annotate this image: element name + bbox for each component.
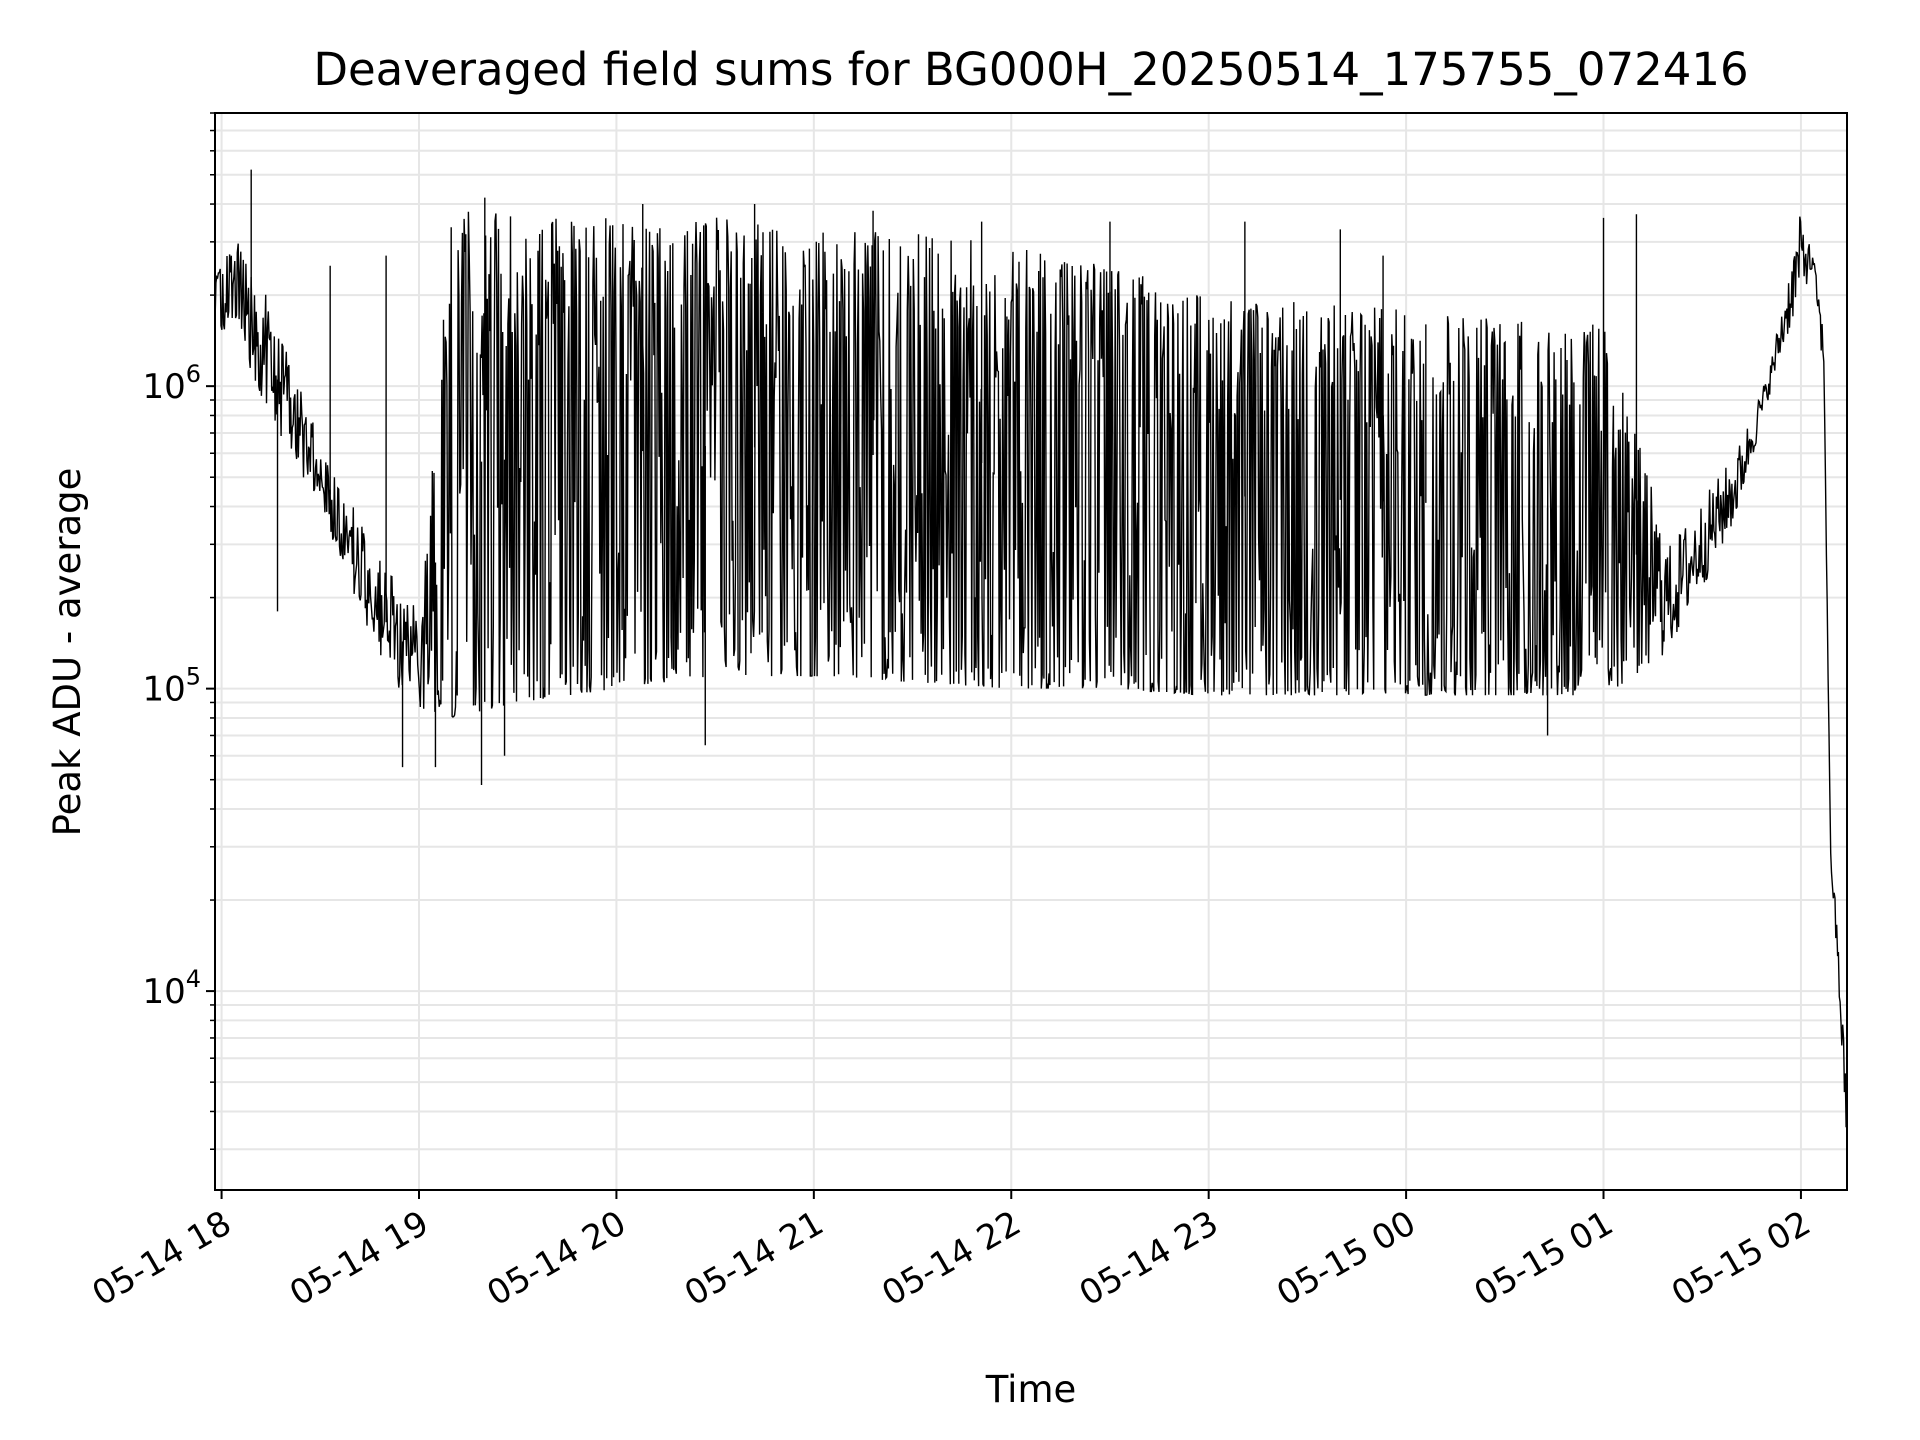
y-tick-label: 106	[142, 360, 201, 407]
y-tick-base: 10	[142, 367, 185, 407]
series-line	[215, 211, 1847, 1128]
y-tick-base: 10	[142, 670, 185, 710]
chart-title: Deaveraged field sums for BG000H_2025051…	[313, 43, 1748, 96]
grid	[215, 112, 1847, 1190]
y-axis-label: Peak ADU - average	[46, 468, 89, 837]
y-tick-exponent: 4	[186, 965, 201, 993]
y-tick-exponent: 6	[186, 360, 201, 388]
y-tick-base: 10	[142, 972, 185, 1012]
y-tick-label: 105	[142, 663, 201, 710]
series-layer	[215, 169, 1847, 1128]
y-tick-exponent: 5	[186, 663, 201, 691]
plot-area	[215, 169, 1847, 1128]
y-tick-label: 104	[142, 965, 201, 1012]
plot-frame	[214, 112, 1848, 1191]
x-axis-label: Time	[985, 1368, 1077, 1411]
